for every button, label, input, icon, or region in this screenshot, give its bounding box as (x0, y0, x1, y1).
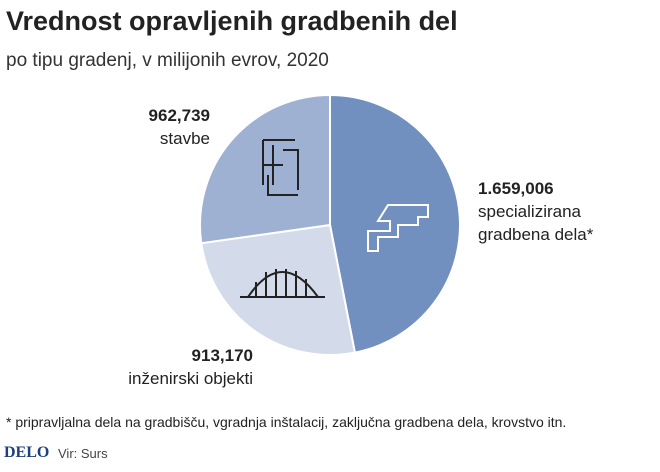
slice-label: 913,170 inženirski objekti (53, 344, 253, 390)
pie-slice (200, 223, 357, 356)
source: Vir: Surs (58, 446, 108, 461)
category-label: inženirski objekti (128, 369, 253, 388)
building-icon (262, 139, 299, 196)
pie-slice (199, 93, 331, 245)
bridge-icon (240, 269, 325, 298)
logo: DELO (4, 444, 50, 461)
chart-subtitle: po tipu gradenj, v milijonih evrov, 2020 (6, 50, 329, 71)
value-label: 962,739 (148, 106, 210, 125)
pie-slice (329, 93, 461, 354)
slice-label: 1.659,006 specializirana gradbena dela* (478, 177, 628, 246)
chart-title: Vrednost opravljenih gradbenih del (6, 6, 458, 36)
value-label: 913,170 (191, 346, 253, 365)
pipe-icon (367, 204, 429, 252)
footnote: * pripravljalna dela na gradbišču, vgrad… (6, 414, 567, 430)
category-label: specializirana gradbena dela* (478, 202, 594, 244)
slice-label: 962,739 stavbe (60, 104, 210, 150)
value-label: 1.659,006 (478, 179, 554, 198)
icons (240, 139, 429, 298)
category-label: stavbe (159, 129, 210, 148)
